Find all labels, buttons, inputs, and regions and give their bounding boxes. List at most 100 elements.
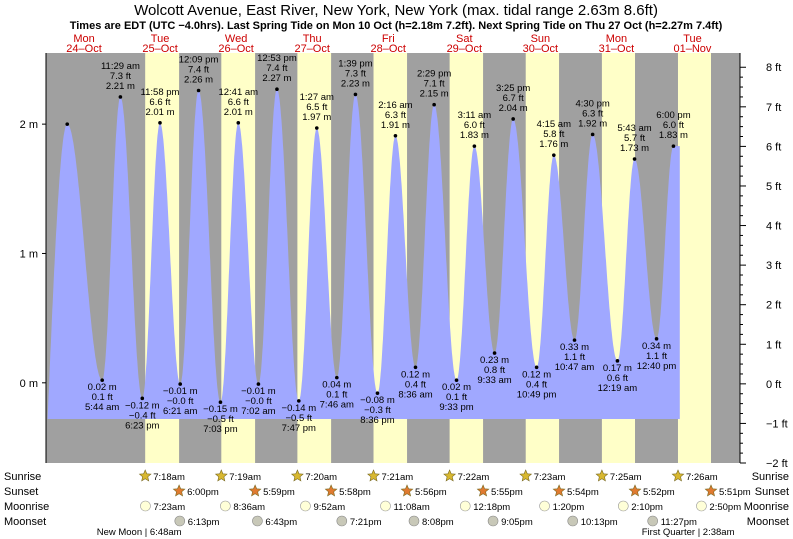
day-name: Fri [382, 33, 395, 45]
tide-point [236, 121, 241, 125]
moonrise-time: 12:18pm [473, 502, 510, 513]
chart-title: Wolcott Avenue, East River, New York, Ne… [134, 2, 658, 19]
tide-label: 5.8 ft [543, 129, 564, 140]
tide-label: 0.8 ft [484, 365, 505, 376]
sunrise-time: 7:21am [382, 472, 414, 483]
sunrise-icon [214, 469, 228, 482]
day-name: Tue [151, 33, 170, 45]
sunset-time: 5:58pm [339, 487, 371, 498]
tide-label: 1.1 ft [646, 351, 667, 362]
tide-label: 6:23 pm [125, 420, 159, 431]
moonrise-time: 11:08am [393, 502, 429, 513]
right-tick-label: 1 ft [766, 339, 781, 351]
moonset-time: 7:21pm [350, 517, 382, 528]
right-tick-label: 5 ft [766, 181, 781, 193]
tide-label: 1:27 am [300, 92, 334, 103]
tide-label: 3:25 pm [496, 83, 530, 94]
tide-point [65, 122, 70, 126]
tide-label: 12:53 pm [257, 53, 297, 64]
row-label-right: Moonset [747, 516, 789, 528]
day-headers: Mon24–OctTue25–OctWed26–OctThu27–OctFri2… [66, 33, 712, 55]
tide-point [454, 378, 459, 383]
tide-label: 2.27 m [262, 73, 291, 84]
moonrise-icon [220, 500, 231, 512]
tide-label: 0.17 m [603, 363, 632, 374]
moonrise-time: 1:20pm [553, 502, 585, 513]
tide-label: 0.12 m [522, 369, 551, 380]
tide-label: 8:36 pm [360, 415, 394, 426]
tide-label: 12:41 am [218, 87, 258, 98]
tide-label: −0.15 m [203, 404, 238, 415]
day-name: Mon [73, 33, 94, 45]
moonset-icon [336, 515, 348, 527]
tide-label: −0.12 m [125, 400, 160, 411]
tide-label: 7:47 pm [282, 423, 316, 434]
tide-label: 2.01 m [145, 107, 174, 118]
tide-label: 0.04 m [322, 380, 351, 391]
tide-label: 1.83 m [460, 130, 489, 141]
sunrise-icon [443, 469, 457, 482]
tide-label: −0.08 m [360, 395, 395, 406]
right-tick-label: 2 ft [766, 300, 781, 312]
moonrise-icon [459, 500, 471, 512]
chart-subtitle: Times are EDT (UTC −4.0hrs). Last Spring… [70, 20, 723, 32]
day-date: 25–Oct [142, 43, 177, 55]
moonrise-time: 8:36am [233, 502, 265, 513]
right-tick-label: 7 ft [766, 102, 781, 114]
tide-label: 5:44 am [85, 402, 119, 413]
tide-point [393, 133, 398, 138]
moonrise-icon [539, 500, 550, 512]
tide-label: 2.26 m [184, 75, 213, 86]
tide-point [353, 92, 358, 97]
tide-point [178, 382, 183, 386]
tide-label: 6.5 ft [306, 102, 327, 113]
tide-label: 1.1 ft [564, 352, 585, 363]
tide-area [47, 89, 680, 420]
tide-point [256, 382, 261, 386]
right-tick-label: 8 ft [766, 62, 781, 74]
tide-point [572, 338, 577, 342]
tide-point [297, 399, 301, 403]
tide-label: 9:33 am [477, 375, 511, 386]
moonset-icon [567, 515, 579, 527]
sunset-icon [324, 484, 338, 497]
tide-label: 1.83 m [659, 130, 688, 141]
day-date: 24–Oct [66, 43, 101, 55]
right-tick-label: 0 ft [766, 379, 781, 391]
tide-label: 6.3 ft [385, 110, 406, 121]
tide-label: 6.6 ft [149, 97, 170, 108]
tide-label: 2.01 m [224, 107, 253, 118]
tide-label: 10:47 am [555, 362, 595, 373]
tide-label: 9:33 pm [439, 402, 473, 413]
tide-point [432, 102, 436, 107]
tide-label: 0.33 m [560, 342, 589, 353]
tide-label: 0.6 ft [607, 373, 628, 384]
sunrise-icon [671, 469, 685, 482]
tide-label: 12:40 pm [637, 361, 677, 372]
sunrise-icon [138, 469, 152, 482]
moon-phase: New Moon | 6:48am [97, 527, 182, 538]
day-date: 31–Oct [599, 43, 634, 55]
row-label-left: Moonset [4, 516, 46, 528]
tide-label: 2.15 m [420, 89, 449, 100]
tide-point [615, 359, 620, 363]
day-date: 01–Nov [674, 43, 712, 55]
sunrise-icon [290, 469, 304, 482]
tide-label: 12:09 pm [179, 55, 219, 66]
left-tick-label: 0 m [20, 378, 38, 390]
row-label-right: Sunrise [752, 471, 789, 483]
tide-label: 2.21 m [106, 81, 135, 92]
day-name: Sat [456, 33, 473, 45]
sunrise-time: 7:19am [229, 472, 261, 483]
tide-label: 10:49 pm [517, 389, 557, 400]
day-name: Wed [225, 33, 247, 45]
sunset-time: 5:55pm [491, 487, 523, 498]
moonrise-time: 9:52am [313, 502, 345, 513]
sunrise-icon [595, 469, 609, 482]
tide-point [590, 132, 595, 137]
tide-label: −0.0 ft [245, 396, 272, 407]
day-date: 27–Oct [294, 43, 329, 55]
right-tick-label: −2 ft [766, 458, 788, 470]
moonrise-icon [380, 500, 391, 512]
